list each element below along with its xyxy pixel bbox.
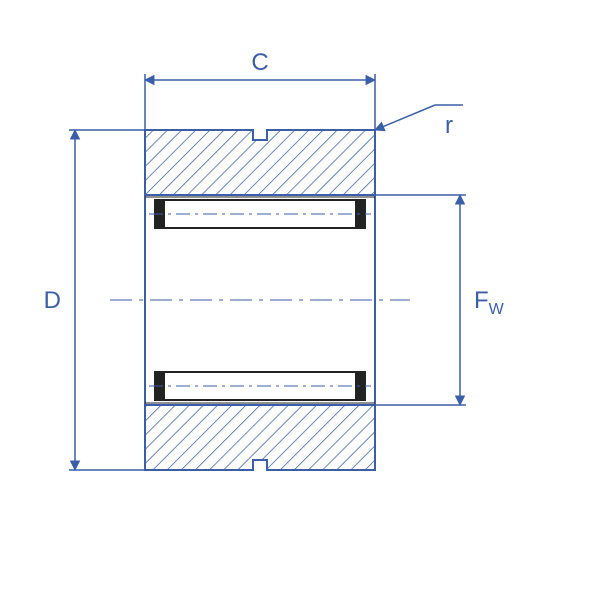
radius-label: r: [445, 112, 453, 139]
outer-ring-section: [145, 130, 375, 195]
outer-ring-section: [145, 405, 375, 470]
dimension-fw-label: FW: [474, 287, 505, 318]
dimension-d-label: D: [44, 287, 61, 314]
roller: [149, 200, 371, 228]
dimension-c-label: C: [251, 49, 268, 76]
roller: [149, 372, 371, 400]
radius-leader: [375, 105, 435, 130]
